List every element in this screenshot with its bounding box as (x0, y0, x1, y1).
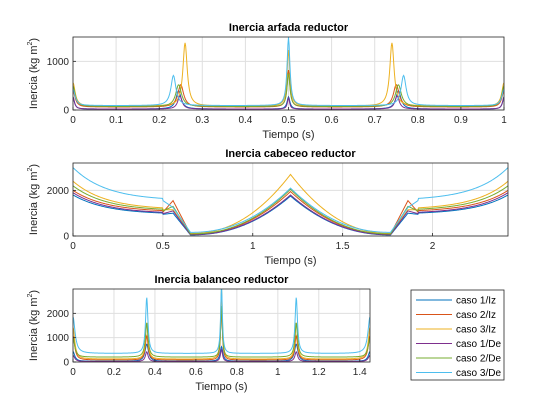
x-tick-label: 0.8 (230, 367, 244, 378)
x-tick-label: 0.3 (195, 115, 209, 126)
x-tick-label: 0 (70, 241, 76, 252)
y-axis-label-superscript: 2 (27, 168, 34, 172)
x-tick-label: 1.2 (312, 367, 326, 378)
y-axis-label-close: ) (28, 290, 40, 294)
legend: caso 1/Iz caso 2/Iz caso 3/Iz caso 1/De caso… (410, 289, 505, 381)
x-tick-label: 0.4 (238, 115, 252, 126)
y-axis-label-text: Inercia (kg m (28, 172, 40, 236)
legend-label: caso 1/De (456, 339, 501, 350)
series-line-caso3-de (73, 289, 370, 354)
series-line-caso3-iz (73, 173, 508, 234)
legend-label: caso 3/De (456, 368, 501, 379)
y-axis-label-superscript: 2 (27, 42, 34, 46)
chart-panel-1: 0 0.1 0.2 0.3 0.4 0.5 0.6 0.7 0.8 0.9 1 0 1000 Inerci… (27, 22, 507, 141)
chart-panel-2: 0 0.5 1 1.5 2 0 2000 Inercia cabeceo reductor Ti… (27, 148, 509, 267)
series-line-caso1-de (73, 192, 508, 236)
x-tick-label: 1.4 (353, 367, 367, 378)
x-tick-label: 1.5 (336, 241, 350, 252)
series-line-caso3-iz (73, 42, 504, 107)
series-line-caso1-de (73, 347, 370, 362)
y-tick-label: 1000 (47, 57, 70, 68)
legend-label: caso 3/Iz (456, 325, 496, 336)
series-line-caso3-iz (73, 289, 370, 360)
series-group (73, 289, 370, 362)
x-tick-label: 0.6 (325, 115, 339, 126)
x-tick-label: 0 (70, 367, 76, 378)
y-tick-label: 1000 (47, 333, 70, 344)
chart-title: Inercia cabeceo reductor (225, 148, 356, 160)
y-axis-label-superscript: 2 (27, 294, 34, 298)
x-tick-label: 1 (250, 241, 256, 252)
y-tick-label: 2000 (47, 186, 70, 197)
x-tick-label: 0.6 (189, 367, 203, 378)
legend-frame (410, 289, 505, 381)
y-axis-label: Inercia (kg m2) (27, 164, 40, 235)
series-line-caso2-de (73, 185, 508, 235)
x-tick-label: 0.8 (411, 115, 425, 126)
legend-label: caso 2/Iz (456, 310, 496, 321)
y-axis-label: Inercia (kg m2) (27, 290, 40, 361)
chart-title: Inercia balanceo reductor (155, 274, 290, 286)
y-tick-label: 0 (63, 232, 69, 243)
legend-label: caso 2/De (456, 354, 501, 365)
axes-box (72, 288, 371, 363)
x-tick-label: 2 (430, 241, 436, 252)
y-axis-label: Inercia (kg m2) (27, 38, 40, 109)
axes-box (72, 162, 509, 237)
series-line-caso2-de (73, 73, 504, 107)
chart-title: Inercia arfada reductor (229, 22, 349, 34)
y-tick-label: 2000 (47, 309, 70, 320)
x-tick-label: 1 (275, 367, 281, 378)
x-tick-label: 0.9 (454, 115, 468, 126)
y-tick-label: 0 (63, 358, 69, 369)
x-tick-label: 0.4 (148, 367, 162, 378)
x-tick-label: 0.1 (109, 115, 123, 126)
series-line-caso1-iz (73, 194, 508, 236)
series-line-caso3-de (73, 167, 508, 233)
x-tick-label: 0.7 (368, 115, 382, 126)
legend-label: caso 1/Iz (456, 296, 496, 307)
series-group (73, 37, 504, 110)
series-group (73, 167, 508, 236)
series-line-caso2-iz (73, 189, 508, 235)
series-line-caso3-de (73, 37, 504, 106)
x-tick-label: 0.2 (152, 115, 166, 126)
x-tick-label: 0.5 (282, 115, 296, 126)
series-line-caso1-de (73, 95, 504, 110)
x-tick-label: 1 (501, 115, 507, 126)
series-line-caso2-iz (73, 69, 504, 108)
series-line-caso2-de (73, 305, 370, 358)
y-axis-label-close: ) (28, 38, 40, 42)
chart-panel-3: 0 0.2 0.4 0.6 0.8 1 1.2 1.4 0 1000 2000 Inercia bal… (27, 274, 371, 393)
y-tick-label: 0 (63, 106, 69, 117)
x-axis-label: Tiempo (s) (264, 255, 316, 267)
y-axis-label-close: ) (28, 164, 40, 168)
x-tick-label: 0.5 (156, 241, 170, 252)
x-axis-label: Tiempo (s) (262, 129, 314, 141)
x-axis-label: Tiempo (s) (195, 381, 247, 393)
x-tick-label: 0 (70, 115, 76, 126)
y-axis-label-text: Inercia (kg m (28, 46, 40, 110)
y-axis-label-text: Inercia (kg m (28, 298, 40, 362)
x-tick-label: 0.2 (107, 367, 121, 378)
